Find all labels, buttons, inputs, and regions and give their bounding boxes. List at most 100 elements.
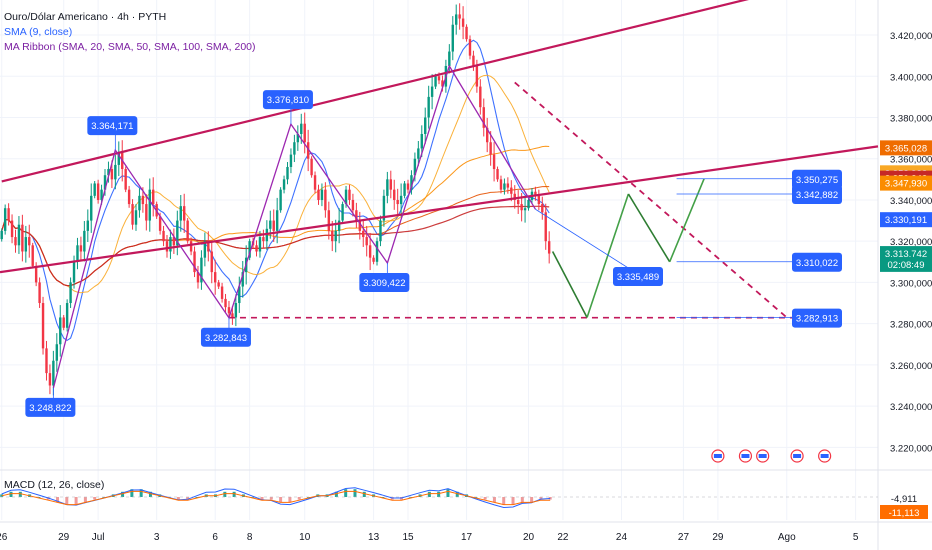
candle-body [96,183,100,200]
macd-histogram-bar [455,491,459,497]
time-tick-label: 8 [247,532,253,543]
candle-body [496,169,499,180]
candle-body [55,344,59,361]
candle-body [258,237,262,252]
time-axis[interactable]: 26 29 Jul 3 6 8 10 13 15 17 20 22 24 27 29 Ago 5 [0,532,859,543]
candle-body [503,183,506,190]
candle-body [337,220,341,231]
candle-body [489,142,492,155]
candle-body [282,179,286,190]
candle-body [310,158,313,176]
candle-body [279,189,282,211]
candle-body [145,204,148,221]
callout-box [359,272,410,292]
time-tick-label: 29 [712,532,724,543]
candle-body [468,39,472,56]
candle-body [59,317,62,345]
price-label-text: 3.347,930 [885,179,927,190]
macd-histogram-bar [139,489,143,497]
macd-histogram-bar [502,497,506,505]
macd-value-box [880,505,928,519]
flag-icon [820,454,829,458]
candle-body [351,199,355,211]
candle-body [275,210,279,231]
candle-body [430,86,434,97]
candle-body [362,230,365,238]
price-callouts: 3.364,171 3.376,810 3.248,822 3.282,843 3.30… [25,90,842,417]
flag-icon [713,454,722,458]
candle-body [513,193,516,200]
candle-body [231,313,234,318]
candle-body [196,272,200,283]
macd-value-text: -11,113 [889,508,920,519]
ma-ribbon [1,39,550,342]
candle-body [158,216,162,231]
candle-body [479,86,482,108]
callout-box [792,169,842,189]
candle-body [176,220,179,246]
callout-label: 3.364,171 [91,121,133,132]
candle-body [413,158,417,176]
callout-box [262,90,313,110]
time-tick-label: 17 [461,532,473,543]
candle-body [534,191,537,196]
projection-segment [551,251,588,318]
candle-body [100,189,103,200]
candle-body [76,245,79,262]
candle-body [90,195,93,221]
candle-body [107,169,110,176]
candle-body [365,237,368,246]
candle-body [410,175,413,190]
legend-sma: SMA (9, close) [4,26,73,38]
candle-body [324,189,327,211]
time-tick-label: 24 [616,532,628,543]
price-axis[interactable]: 3.420,000 3.400,000 3.380,000 3.360,000 3.34… [890,31,932,454]
candle-body [320,189,324,200]
candle-body [41,303,45,349]
time-tick-label: 22 [557,532,569,543]
time-tick-label: 3 [154,532,160,543]
callout-label: 3.309,422 [363,278,405,289]
candle-body [389,179,393,190]
candle-body [248,241,251,258]
candle-body [262,237,265,242]
candle-body [124,169,127,190]
callout-box [792,308,842,328]
candle-body [148,189,151,221]
callout-box [792,252,842,272]
macd-histogram-bar [186,497,190,500]
candle-body [461,18,465,27]
callout-label: 3.248,822 [29,403,71,414]
time-tick-label: 15 [402,532,414,543]
candle-body [200,257,203,283]
callout-box [87,116,138,136]
candle-body [38,282,41,304]
callout-box [613,267,663,286]
price-tick-label: 3.300,000 [890,278,932,289]
candle-body [186,220,189,242]
projection-segment [668,178,705,263]
candle-body [492,154,496,170]
macd-value-box [880,491,928,505]
ma-20-line [1,74,550,294]
legend-title: Ouro/Dólar Americano · 4h · PYTH [4,11,167,23]
callout-label: 3.376,810 [267,95,309,106]
macd-histogram-bar [279,497,283,503]
time-tick-label: 5 [853,532,859,543]
macd-histogram-bar [74,497,78,505]
event-flags[interactable] [711,449,832,463]
candle-body [127,189,131,205]
flag-icon [741,454,750,458]
candle-body [427,96,430,118]
time-tick-label: Jul [92,532,105,543]
macd-histogram-bar [334,491,338,497]
candle-body [406,183,410,190]
macd-histogram-bar [492,497,496,503]
candle-body [306,142,310,159]
time-tick-label: 10 [299,532,311,543]
candle-body [189,241,193,252]
price-tick-label: 3.220,000 [890,443,932,454]
macd-histogram-bar [269,497,273,500]
candle-body [52,360,55,386]
